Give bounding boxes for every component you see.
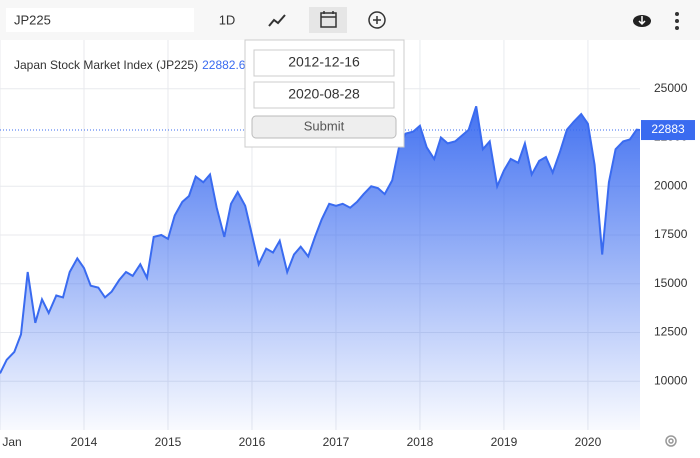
x-tick-label: 2017 [323, 435, 350, 449]
y-tick-label: 10000 [654, 373, 688, 387]
chart-type-icon[interactable] [268, 14, 286, 27]
last-price-label: 22883 [651, 122, 685, 136]
menu-icon[interactable] [675, 12, 679, 30]
legend-value: 22882.6 [202, 58, 246, 72]
symbol-text: JP225 [14, 12, 51, 27]
download-icon[interactable] [633, 15, 651, 27]
y-tick-label: 12500 [654, 325, 688, 339]
end-date: 2020-08-28 [288, 86, 360, 102]
start-date: 2012-12-16 [288, 54, 360, 70]
x-tick-label: 2014 [71, 435, 98, 449]
submit-button[interactable] [251, 115, 397, 139]
y-tick-label: 17500 [654, 227, 688, 241]
x-tick-label: 2018 [407, 435, 434, 449]
symbol-input[interactable] [6, 8, 194, 32]
date-dialog: 2012-12-16 2020-08-28 Submit [244, 39, 405, 148]
x-tick-label: 2020 [575, 435, 602, 449]
x-tick-label: 2019 [491, 435, 518, 449]
add-icon[interactable] [368, 11, 386, 29]
settings-icon[interactable] [665, 435, 677, 447]
calendar-icon [320, 11, 337, 28]
x-tick-label: Jan [2, 435, 21, 449]
last-price-box [641, 120, 695, 141]
legend-title: Japan Stock Market Index (JP225) [14, 58, 198, 72]
end-date-input[interactable] [253, 81, 395, 109]
plot-area: 10000125001500017500200002250025000Jan20… [0, 40, 695, 449]
start-date-input[interactable] [253, 49, 395, 77]
x-tick-label: 2016 [239, 435, 266, 449]
x-tick-label: 2015 [155, 435, 182, 449]
y-tick-label: 20000 [654, 178, 688, 192]
price-line [0, 105, 641, 374]
y-tick-label: 25000 [654, 81, 688, 95]
interval-button[interactable]: 1D [219, 12, 236, 27]
calendar-button[interactable] [309, 7, 347, 33]
y-tick-label: 15000 [654, 276, 688, 290]
submit-label: Submit [304, 118, 345, 133]
area-fill [0, 106, 640, 431]
